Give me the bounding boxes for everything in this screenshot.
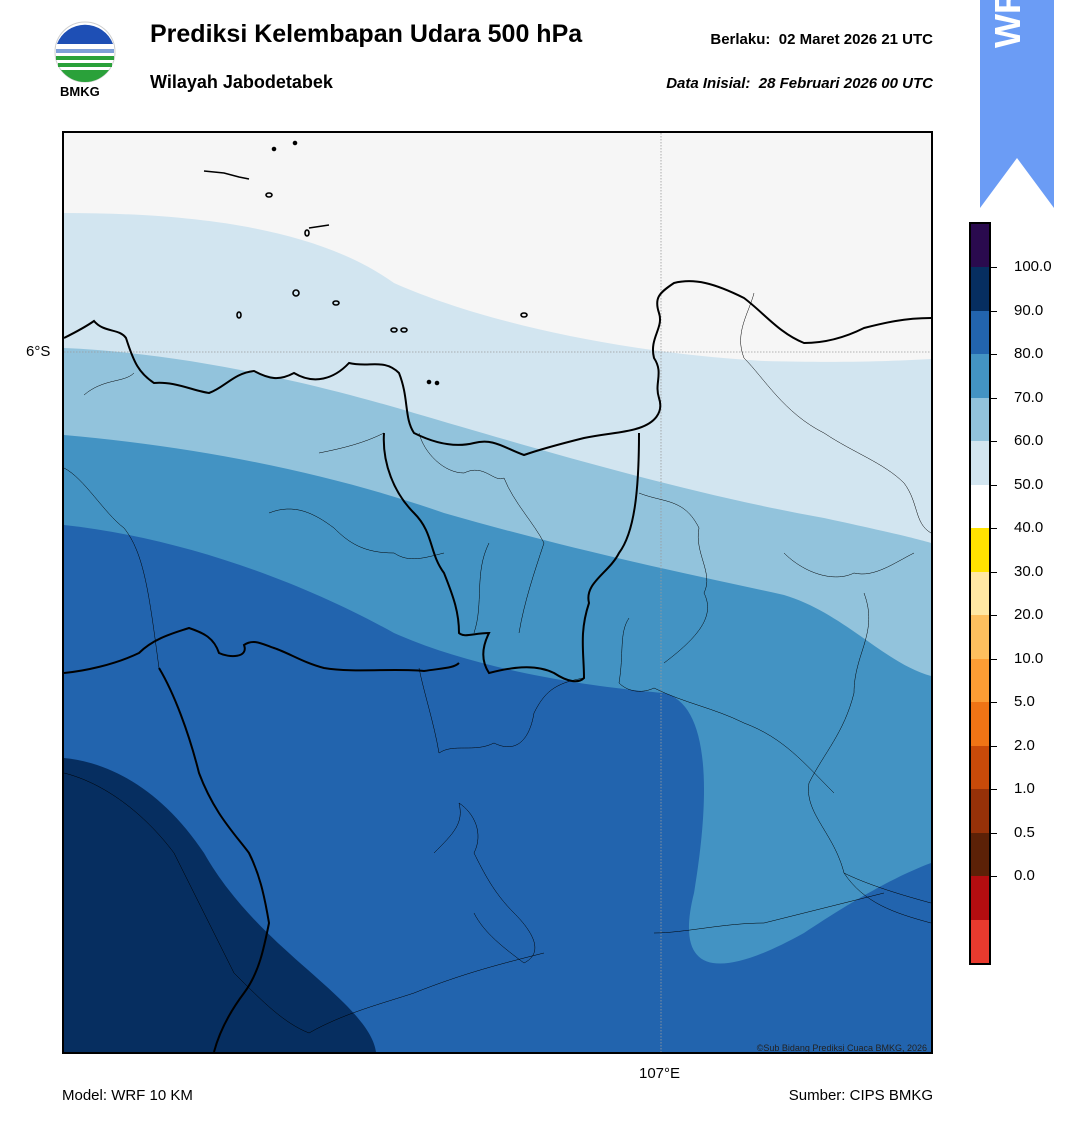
colorbar-segment	[971, 745, 989, 790]
colorbar-tick	[991, 484, 997, 486]
colorbar-segment	[971, 441, 989, 486]
colorbar-tick	[991, 615, 997, 617]
colorbar-label: 60.0	[1014, 432, 1044, 450]
colorbar	[969, 222, 991, 965]
colorbar-tick	[991, 397, 997, 399]
colorbar-label: 2.0	[1014, 736, 1035, 754]
colorbar-segment	[971, 615, 989, 660]
colorbar-label: 90.0	[1014, 301, 1044, 319]
coastline	[64, 280, 931, 457]
colorbar-tick	[991, 876, 997, 878]
colorbar-tick	[991, 832, 997, 834]
colorbar-label: 10.0	[1014, 649, 1044, 667]
colorbar-segment	[971, 397, 989, 442]
bmkg-logo-icon	[54, 21, 116, 83]
colorbar-tick	[991, 789, 997, 791]
map-canvas	[64, 133, 931, 1052]
lat-label: 6°S	[26, 343, 51, 360]
colorbar-label: 100.0	[1014, 258, 1052, 276]
colorbar-segment	[971, 224, 989, 268]
init-label: Data Inisial:	[666, 75, 751, 92]
colorbar-segment	[971, 484, 989, 529]
band-80-90	[64, 525, 931, 1052]
init-time: Data Inisial: 28 Februari 2026 00 UTC	[666, 75, 933, 92]
colorbar-tick	[991, 441, 997, 443]
colorbar-tick	[991, 658, 997, 660]
logo-text: BMKG	[60, 84, 100, 99]
colorbar-label: 1.0	[1014, 780, 1035, 798]
colorbar-tick	[991, 702, 997, 704]
colorbar-tick	[991, 310, 997, 312]
colorbar-tick	[991, 267, 997, 269]
colorbar-segment	[971, 354, 989, 399]
band-90-100	[64, 758, 376, 1052]
colorbar-tick	[991, 571, 997, 573]
colorbar-label: 5.0	[1014, 693, 1035, 711]
colorbar-label: 50.0	[1014, 475, 1044, 493]
colorbar-segment	[971, 267, 989, 312]
colorbar-tick	[991, 528, 997, 530]
humidity-map: ©Sub Bidang Prediksi Cuaca BMKG, 2026	[62, 131, 933, 1054]
colorbar-label: 20.0	[1014, 606, 1044, 624]
colorbar-label: 0.5	[1014, 823, 1035, 841]
page-title: Prediksi Kelembapan Udara 500 hPa	[150, 20, 583, 48]
colorbar-tick	[991, 745, 997, 747]
colorbar-label: 30.0	[1014, 562, 1044, 580]
colorbar-segment	[971, 832, 989, 877]
wrf-badge-text: WRF	[987, 0, 1028, 48]
colorbar-segment	[971, 310, 989, 355]
colorbar-segment	[971, 658, 989, 703]
valid-value: 02 Maret 2026 21 UTC	[778, 31, 933, 48]
province-border	[64, 626, 460, 674]
colorbar-label: 0.0	[1014, 867, 1035, 885]
valid-time: Berlaku: 02 Maret 2026 21 UTC	[710, 31, 933, 48]
map-credit: ©Sub Bidang Prediksi Cuaca BMKG, 2026	[756, 1043, 927, 1053]
regency-borders	[64, 292, 931, 1034]
province-border	[382, 432, 640, 683]
colorbar-segment	[971, 919, 989, 964]
wrf-badge: WRF	[980, 0, 1054, 208]
region-subtitle: Wilayah Jabodetabek	[150, 72, 333, 92]
province-border	[158, 667, 271, 1052]
lon-label: 107°E	[639, 1065, 681, 1082]
colorbar-label: 70.0	[1014, 388, 1044, 406]
valid-label: Berlaku:	[710, 31, 771, 48]
init-value: 28 Februari 2026 00 UTC	[758, 75, 933, 92]
colorbar-segment	[971, 876, 989, 921]
colorbar-segment	[971, 789, 989, 834]
source-label: Sumber: CIPS BMKG	[788, 1087, 933, 1104]
colorbar-segment	[971, 571, 989, 616]
colorbar-tick	[991, 354, 997, 356]
model-label: Model: WRF 10 KM	[62, 1087, 193, 1104]
colorbar-segment	[971, 702, 989, 747]
colorbar-label: 40.0	[1014, 519, 1044, 537]
islands	[203, 140, 528, 386]
colorbar-segment	[971, 528, 989, 573]
colorbar-label: 80.0	[1014, 345, 1044, 363]
